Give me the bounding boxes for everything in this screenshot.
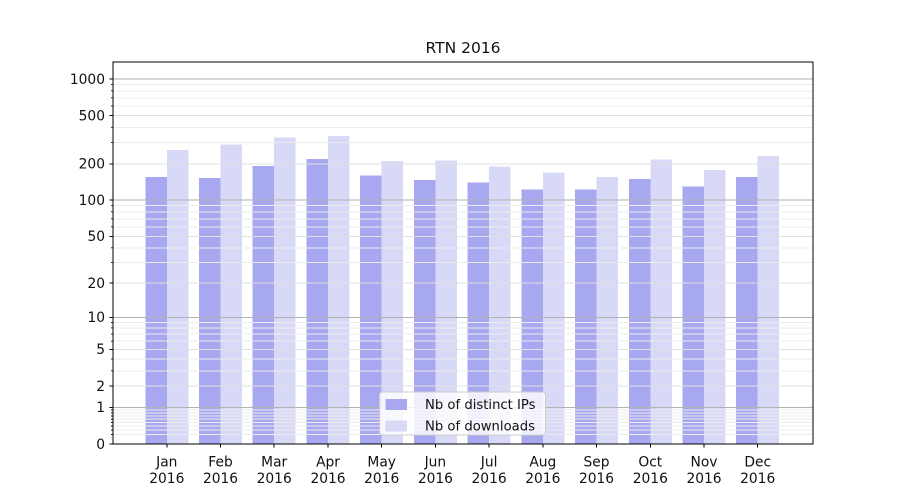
bar-distinct-ips-0 [145,177,167,444]
legend-box [379,391,546,436]
y-tick-label: 500 [79,108,105,124]
x-tick-label-month: Mar [261,455,287,471]
x-tick-label-year: 2016 [740,471,775,487]
plot-frame [112,61,814,445]
bar-distinct-ips-1 [199,177,221,444]
x-tick-label-year: 2016 [257,471,292,487]
y-tick-label: 0 [96,437,105,453]
x-tick-label-month: May [367,455,396,471]
y-tick-label: 100 [79,193,105,209]
y-tick-label: 1 [96,400,105,416]
y-tick-label: 2 [96,379,105,395]
bar-downloads-1 [220,144,242,445]
legend-swatch-distinct-ips [385,399,407,410]
x-tick-label-month: Sep [583,455,609,471]
y-tick-label: 10 [87,310,105,326]
y-tick-label: 200 [79,157,105,173]
legend: Nb of distinct IPs Nb of downloads [379,391,546,436]
legend-label: Nb of downloads [425,420,535,435]
x-tick-label-year: 2016 [418,471,453,487]
bar-downloads-11 [757,155,780,445]
x-tick-label-year: 2016 [364,471,399,487]
x-tick-label-year: 2016 [525,471,560,487]
x-tick-label-month: Aug [529,455,556,471]
bar-downloads-2 [274,137,296,444]
y-tick-label: 5 [96,342,105,358]
bar-downloads-8 [596,176,618,444]
y-tick-label: 20 [87,276,105,292]
x-tick-label-year: 2016 [149,471,184,487]
bar-downloads-5 [435,160,457,444]
bar-distinct-ips-4 [360,175,382,444]
x-tick-label-month: Dec [744,455,771,471]
bar-distinct-ips-8 [575,189,597,444]
x-tick-label-month: Apr [316,455,340,471]
bar-downloads-10 [704,170,726,444]
bar-distinct-ips-5 [413,180,436,444]
bar-distinct-ips-3 [306,158,328,445]
bar-downloads-4 [381,160,404,445]
bar-distinct-ips-2 [252,166,275,444]
bar-distinct-ips-10 [682,186,704,444]
x-tick-label-month: Jul [480,455,498,471]
x-tick-label-year: 2016 [579,471,614,487]
bar-downloads-0 [166,150,189,444]
bar-downloads-3 [328,135,350,444]
x-tick-label-month: Oct [638,455,662,471]
legend-label: Nb of distinct IPs [425,398,536,413]
x-tick-label-month: Jun [424,455,447,471]
bar-distinct-ips-11 [736,177,758,444]
x-tick-label-year: 2016 [203,471,238,487]
x-tick-label-year: 2016 [310,471,345,487]
x-tick-label-month: Nov [691,455,718,471]
chart-title: RTN 2016 [425,39,500,57]
x-tick-label-month: Feb [208,455,232,471]
y-tick-label: 50 [87,229,105,245]
x-tick-label-month: Jan [155,455,177,471]
legend-swatch-downloads [385,420,407,432]
bar-distinct-ips-9 [628,178,651,444]
x-tick-label-year: 2016 [472,471,507,487]
x-tick-label-year: 2016 [686,471,721,487]
y-tick-label: 1000 [70,72,105,88]
x-tick-label-year: 2016 [633,471,668,487]
bar-downloads-9 [650,159,672,444]
bar-distinct-ips-7 [521,189,543,444]
bar-downloads-7 [542,172,565,444]
